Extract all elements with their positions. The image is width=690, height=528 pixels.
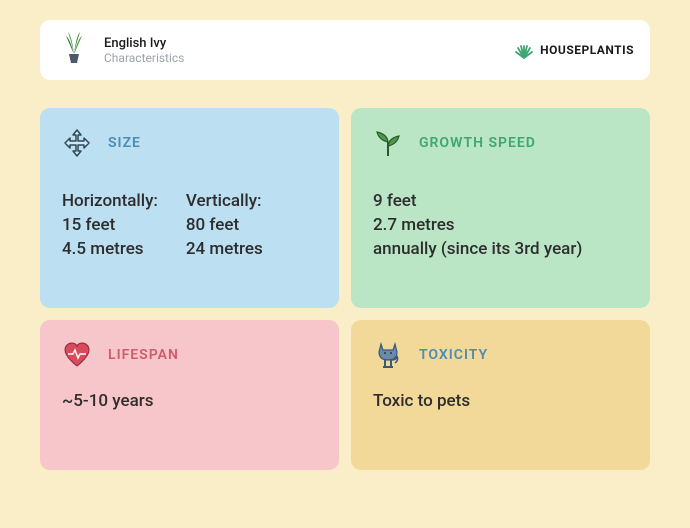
growth-body: 9 feet 2.7 metres annually (since its 3r… <box>373 190 628 261</box>
growth-note: annually (since its 3rd year) <box>373 238 628 262</box>
size-v-label: Vertically: <box>186 190 263 214</box>
toxicity-body: Toxic to pets <box>373 390 628 414</box>
size-v-feet: 80 feet <box>186 214 263 238</box>
card-header: SIZE <box>62 128 317 158</box>
plant-subtitle: Characteristics <box>104 51 184 65</box>
growth-card: GROWTH SPEED 9 feet 2.7 metres annually … <box>351 108 650 308</box>
brand-logo: HOUSEPLANTIS <box>514 40 634 60</box>
card-title: LIFESPAN <box>108 347 179 363</box>
brand-icon <box>514 40 534 60</box>
card-title: SIZE <box>108 135 141 151</box>
plant-name: English Ivy <box>104 36 184 51</box>
lifespan-value: ~5-10 years <box>62 390 317 414</box>
size-body: Horizontally: 15 feet 4.5 metres Vertica… <box>62 190 317 261</box>
growth-feet: 9 feet <box>373 190 628 214</box>
sprout-icon <box>373 128 403 158</box>
size-v-metres: 24 metres <box>186 238 263 262</box>
cards-grid: SIZE Horizontally: 15 feet 4.5 metres Ve… <box>40 108 650 470</box>
arrows-icon <box>62 128 92 158</box>
size-h-metres: 4.5 metres <box>62 238 158 262</box>
lifespan-body: ~5-10 years <box>62 390 317 414</box>
size-vertical: Vertically: 80 feet 24 metres <box>186 190 263 261</box>
card-title: GROWTH SPEED <box>419 135 536 151</box>
card-header: LIFESPAN <box>62 340 317 370</box>
size-h-feet: 15 feet <box>62 214 158 238</box>
card-title: TOXICITY <box>419 347 488 363</box>
card-header: GROWTH SPEED <box>373 128 628 158</box>
size-h-label: Horizontally: <box>62 190 158 214</box>
cat-icon <box>373 340 403 370</box>
plant-pot-icon <box>56 30 92 70</box>
toxicity-card: TOXICITY Toxic to pets <box>351 320 650 470</box>
toxicity-value: Toxic to pets <box>373 390 628 414</box>
lifespan-card: LIFESPAN ~5-10 years <box>40 320 339 470</box>
header-left: English Ivy Characteristics <box>56 30 184 70</box>
header-text: English Ivy Characteristics <box>104 36 184 65</box>
brand-name: HOUSEPLANTIS <box>540 43 634 57</box>
heart-pulse-icon <box>62 340 92 370</box>
size-card: SIZE Horizontally: 15 feet 4.5 metres Ve… <box>40 108 339 308</box>
growth-metres: 2.7 metres <box>373 214 628 238</box>
card-header: TOXICITY <box>373 340 628 370</box>
size-horizontal: Horizontally: 15 feet 4.5 metres <box>62 190 158 261</box>
header-bar: English Ivy Characteristics HOUSEPLANTIS <box>40 20 650 80</box>
